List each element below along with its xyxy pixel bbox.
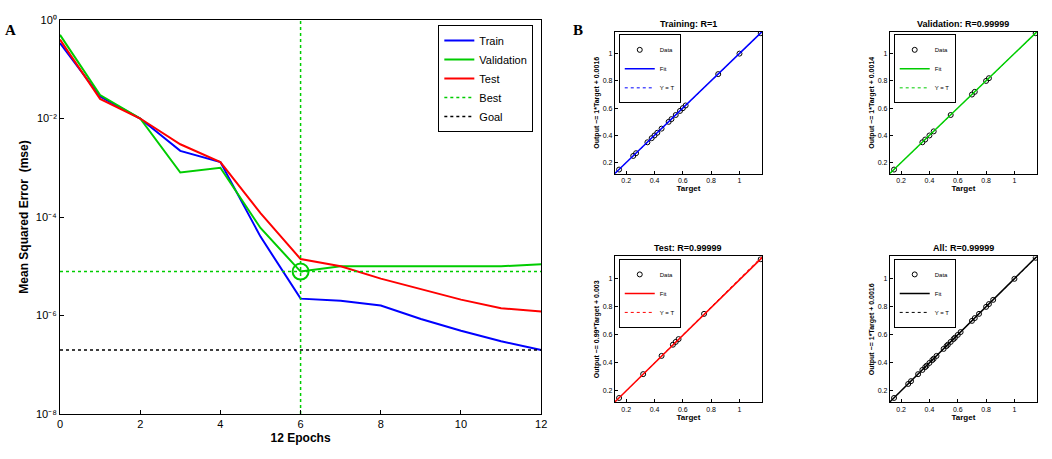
svg-text:1: 1 bbox=[1012, 177, 1016, 184]
svg-text:10⁻⁴: 10⁻⁴ bbox=[36, 211, 57, 223]
svg-text:A: A bbox=[5, 22, 16, 38]
svg-text:Output ~= 1*Target + 0.0016: Output ~= 1*Target + 0.0016 bbox=[868, 283, 876, 375]
svg-text:0.8: 0.8 bbox=[981, 177, 991, 184]
svg-text:Output ~= 1*Target + 0.0014: Output ~= 1*Target + 0.0014 bbox=[868, 57, 876, 149]
svg-text:Train: Train bbox=[479, 35, 504, 47]
svg-text:Y = T: Y = T bbox=[935, 85, 950, 91]
svg-text:0.6: 0.6 bbox=[603, 331, 613, 338]
svg-text:Target: Target bbox=[952, 184, 976, 193]
svg-text:0: 0 bbox=[57, 418, 63, 430]
svg-text:Fit: Fit bbox=[935, 66, 942, 72]
svg-text:Goal: Goal bbox=[479, 111, 502, 123]
svg-text:Output ~= 0.99*Target + 0.003: Output ~= 0.99*Target + 0.003 bbox=[593, 280, 601, 378]
svg-text:0.6: 0.6 bbox=[878, 331, 888, 338]
svg-text:Target: Target bbox=[952, 413, 976, 422]
svg-text:Target: Target bbox=[677, 413, 701, 422]
svg-text:0.8: 0.8 bbox=[603, 303, 613, 310]
svg-text:Validation: R=0.99999: Validation: R=0.99999 bbox=[917, 19, 1009, 29]
svg-text:0.8: 0.8 bbox=[706, 177, 716, 184]
svg-text:0.2: 0.2 bbox=[621, 406, 631, 413]
svg-text:0.4: 0.4 bbox=[603, 359, 613, 366]
svg-text:0.4: 0.4 bbox=[878, 132, 888, 139]
svg-text:0.6: 0.6 bbox=[878, 105, 888, 112]
svg-text:0.8: 0.8 bbox=[603, 77, 613, 84]
svg-text:Data: Data bbox=[935, 272, 948, 278]
svg-text:0.2: 0.2 bbox=[896, 406, 906, 413]
svg-text:1: 1 bbox=[883, 275, 887, 282]
svg-text:1: 1 bbox=[883, 50, 887, 57]
svg-text:All: R=0.99999: All: R=0.99999 bbox=[933, 243, 994, 253]
svg-text:0.2: 0.2 bbox=[878, 159, 888, 166]
svg-text:0.4: 0.4 bbox=[925, 177, 935, 184]
svg-text:0.4: 0.4 bbox=[650, 177, 660, 184]
svg-text:0.6: 0.6 bbox=[678, 177, 688, 184]
svg-text:1: 1 bbox=[609, 275, 613, 282]
svg-text:0.8: 0.8 bbox=[878, 303, 888, 310]
svg-text:0.4: 0.4 bbox=[603, 132, 613, 139]
svg-text:10⁻⁶: 10⁻⁶ bbox=[36, 309, 57, 321]
svg-text:Fit: Fit bbox=[660, 291, 667, 297]
svg-text:Data: Data bbox=[935, 47, 948, 53]
svg-text:Test: R=0.99999: Test: R=0.99999 bbox=[654, 243, 722, 253]
svg-text:Fit: Fit bbox=[935, 291, 942, 297]
svg-text:B: B bbox=[573, 22, 583, 38]
svg-text:Data: Data bbox=[660, 272, 673, 278]
svg-text:12 Epochs: 12 Epochs bbox=[271, 431, 331, 445]
svg-text:Target: Target bbox=[677, 184, 701, 193]
svg-text:1: 1 bbox=[609, 50, 613, 57]
svg-text:0.2: 0.2 bbox=[896, 177, 906, 184]
svg-text:Data: Data bbox=[660, 47, 673, 53]
svg-text:1: 1 bbox=[1012, 406, 1016, 413]
svg-text:0.4: 0.4 bbox=[650, 406, 660, 413]
svg-text:0.6: 0.6 bbox=[953, 177, 963, 184]
svg-text:0.2: 0.2 bbox=[603, 387, 613, 394]
svg-text:Fit: Fit bbox=[660, 66, 667, 72]
svg-text:8: 8 bbox=[378, 418, 384, 430]
svg-text:4: 4 bbox=[217, 418, 223, 430]
svg-text:0.8: 0.8 bbox=[981, 406, 991, 413]
svg-text:0.2: 0.2 bbox=[621, 177, 631, 184]
svg-text:0.2: 0.2 bbox=[603, 159, 613, 166]
svg-text:0.4: 0.4 bbox=[878, 359, 888, 366]
svg-text:2: 2 bbox=[137, 418, 143, 430]
svg-text:Validation: Validation bbox=[479, 54, 526, 66]
svg-text:6: 6 bbox=[298, 418, 304, 430]
svg-text:Y = T: Y = T bbox=[935, 310, 950, 316]
svg-text:0.8: 0.8 bbox=[706, 406, 716, 413]
svg-text:10: 10 bbox=[455, 418, 467, 430]
svg-text:1: 1 bbox=[738, 406, 742, 413]
svg-text:1: 1 bbox=[738, 177, 742, 184]
svg-text:0.6: 0.6 bbox=[953, 406, 963, 413]
svg-text:Best: Best bbox=[479, 92, 501, 104]
svg-text:Output ~= 1*Target + 0.0016: Output ~= 1*Target + 0.0016 bbox=[593, 57, 601, 149]
svg-text:12: 12 bbox=[535, 418, 547, 430]
svg-text:Test: Test bbox=[479, 73, 499, 85]
svg-text:0.4: 0.4 bbox=[925, 406, 935, 413]
svg-text:Mean Squared Error (mse): Mean Squared Error (mse) bbox=[17, 140, 31, 293]
svg-text:0.8: 0.8 bbox=[878, 77, 888, 84]
svg-text:0.2: 0.2 bbox=[878, 387, 888, 394]
svg-text:0.6: 0.6 bbox=[603, 105, 613, 112]
svg-text:10⁰: 10⁰ bbox=[41, 14, 57, 26]
svg-text:10⁻²: 10⁻² bbox=[37, 112, 57, 124]
svg-text:10⁻⁸: 10⁻⁸ bbox=[36, 408, 57, 420]
svg-text:Y = T: Y = T bbox=[660, 85, 675, 91]
svg-text:0.6: 0.6 bbox=[678, 406, 688, 413]
svg-text:Y = T: Y = T bbox=[660, 310, 675, 316]
svg-text:Training: R=1: Training: R=1 bbox=[660, 19, 717, 29]
